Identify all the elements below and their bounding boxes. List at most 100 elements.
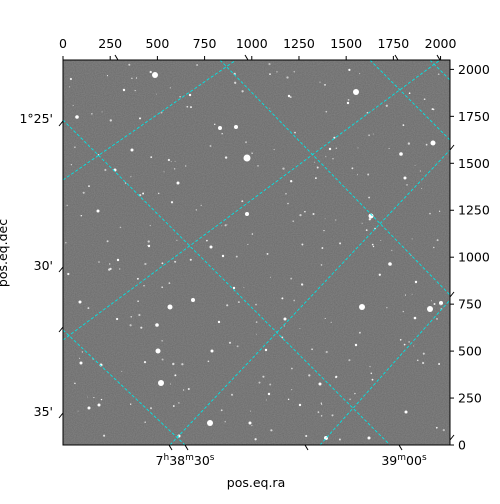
- faint-star: [332, 158, 334, 160]
- faint-star: [338, 438, 341, 441]
- faint-star: [442, 428, 445, 432]
- faint-star: [144, 421, 147, 424]
- faint-star: [351, 167, 354, 170]
- faint-star: [348, 359, 351, 362]
- faint-star: [82, 191, 85, 194]
- faint-star: [207, 360, 210, 363]
- faint-star: [243, 287, 245, 288]
- star: [399, 152, 403, 156]
- faint-star: [109, 119, 112, 122]
- faint-star: [323, 229, 325, 232]
- faint-star: [368, 134, 370, 137]
- faint-star: [311, 348, 313, 351]
- faint-star: [80, 214, 83, 217]
- faint-star: [433, 246, 435, 249]
- ra-tick-label-2: 39m00s: [381, 453, 427, 468]
- right-tick-label: 500: [458, 344, 482, 359]
- faint-star: [290, 180, 293, 183]
- faint-star: [161, 340, 163, 342]
- faint-star: [189, 258, 192, 261]
- faint-star: [404, 294, 407, 296]
- faint-star: [407, 142, 411, 145]
- faint-star: [292, 220, 294, 222]
- faint-star: [88, 185, 90, 188]
- star: [167, 304, 173, 310]
- top-pixel-axis: 0 250 500 750 1000 1250 1500 1750 2000: [59, 36, 457, 60]
- faint-star: [372, 133, 374, 135]
- faint-star: [282, 167, 285, 170]
- faint-star: [299, 328, 301, 329]
- faint-star: [167, 158, 171, 162]
- faint-star: [234, 81, 237, 84]
- faint-star: [403, 343, 406, 346]
- faint-star: [147, 240, 150, 243]
- faint-star: [281, 297, 284, 300]
- faint-star: [115, 317, 119, 321]
- faint-star: [316, 166, 319, 169]
- faint-star: [224, 224, 227, 227]
- star: [346, 101, 350, 105]
- faint-star: [101, 111, 103, 113]
- right-pixel-axis: 0 250 500 750 1000 1250 1500 1750 2000: [450, 62, 490, 453]
- faint-star: [320, 402, 322, 404]
- faint-star: [369, 366, 371, 368]
- star: [283, 317, 287, 321]
- dec-tick-label-1: 1°25': [19, 111, 53, 126]
- faint-star: [174, 160, 176, 162]
- faint-star: [255, 303, 257, 306]
- faint-star: [431, 300, 432, 302]
- top-tick-label: 250: [98, 36, 122, 51]
- faint-star: [160, 111, 163, 114]
- faint-star: [331, 414, 334, 417]
- faint-star: [411, 293, 413, 295]
- dec-tick: [58, 266, 64, 273]
- faint-star: [370, 372, 373, 375]
- faint-star: [429, 212, 431, 215]
- faint-star: [186, 105, 189, 108]
- top-tick-label: 2000: [425, 36, 457, 51]
- faint-star: [176, 239, 178, 241]
- star: [245, 212, 249, 216]
- faint-star: [103, 434, 106, 437]
- faint-star: [258, 381, 261, 384]
- faint-star: [149, 225, 151, 227]
- faint-star: [149, 70, 152, 74]
- grid-line: [63, 60, 441, 341]
- faint-star: [411, 238, 413, 240]
- faint-star: [74, 382, 76, 385]
- faint-star: [402, 124, 405, 126]
- faint-star: [100, 398, 103, 401]
- faint-star: [294, 131, 296, 134]
- faint-star: [325, 156, 327, 158]
- faint-star: [281, 336, 284, 339]
- star: [353, 89, 359, 95]
- faint-star: [161, 358, 164, 361]
- ra-tick: [184, 444, 189, 451]
- star: [218, 126, 222, 130]
- ra-tick: [304, 444, 309, 451]
- faint-star: [138, 117, 142, 120]
- faint-star: [196, 64, 198, 66]
- faint-star: [81, 351, 83, 353]
- star: [130, 148, 134, 152]
- star: [232, 286, 236, 290]
- faint-star: [399, 338, 402, 341]
- faint-star: [129, 324, 132, 327]
- faint-star: [220, 409, 223, 412]
- faint-star: [347, 99, 350, 101]
- faint-star: [67, 272, 70, 276]
- world-top-tick: [436, 54, 441, 61]
- dec-tick: [58, 120, 64, 127]
- faint-star: [358, 331, 361, 334]
- faint-star: [357, 147, 359, 149]
- faint-star: [414, 165, 416, 167]
- faint-star: [269, 107, 271, 109]
- faint-star: [289, 96, 292, 99]
- faint-star: [433, 303, 436, 305]
- star: [79, 361, 83, 365]
- faint-star: [174, 374, 177, 377]
- faint-star: [170, 161, 172, 162]
- faint-star: [134, 89, 136, 92]
- faint-star: [172, 362, 175, 366]
- faint-star: [324, 84, 326, 86]
